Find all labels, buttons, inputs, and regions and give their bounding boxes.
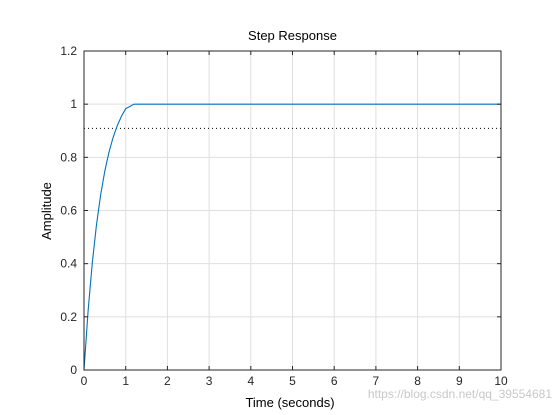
watermark-text: https://blog.csdn.net/qq_39554681 <box>368 387 552 401</box>
x-tick-label: 7 <box>373 374 380 388</box>
y-tick-label: 1 <box>70 97 77 111</box>
y-tick-label: 0.6 <box>60 204 77 218</box>
y-tick-label: 0.4 <box>60 257 77 271</box>
chart-title: Step Response <box>248 28 337 43</box>
x-axis-ticks: 0 1 2 3 4 5 6 7 8 9 10 <box>81 51 508 388</box>
x-tick-label: 3 <box>206 374 213 388</box>
y-axis-label: Amplitude <box>39 182 54 240</box>
x-tick-label: 4 <box>247 374 254 388</box>
x-tick-label: 10 <box>494 374 508 388</box>
y-tick-label: 1.2 <box>60 44 77 58</box>
x-tick-label: 9 <box>456 374 463 388</box>
x-axis-label: Time (seconds) <box>245 395 334 410</box>
y-tick-label: 0.2 <box>60 310 77 324</box>
x-tick-label: 1 <box>122 374 129 388</box>
x-tick-label: 0 <box>81 374 88 388</box>
x-tick-label: 6 <box>331 374 338 388</box>
y-axis-ticks: 0 0.2 0.4 0.6 0.8 1 1.2 <box>60 44 501 377</box>
x-tick-label: 5 <box>289 374 296 388</box>
y-tick-label: 0.8 <box>60 150 77 164</box>
x-tick-label: 2 <box>164 374 171 388</box>
x-tick-label: 8 <box>414 374 421 388</box>
series-line-step-response <box>83 103 501 371</box>
y-tick-label: 0 <box>70 363 77 377</box>
